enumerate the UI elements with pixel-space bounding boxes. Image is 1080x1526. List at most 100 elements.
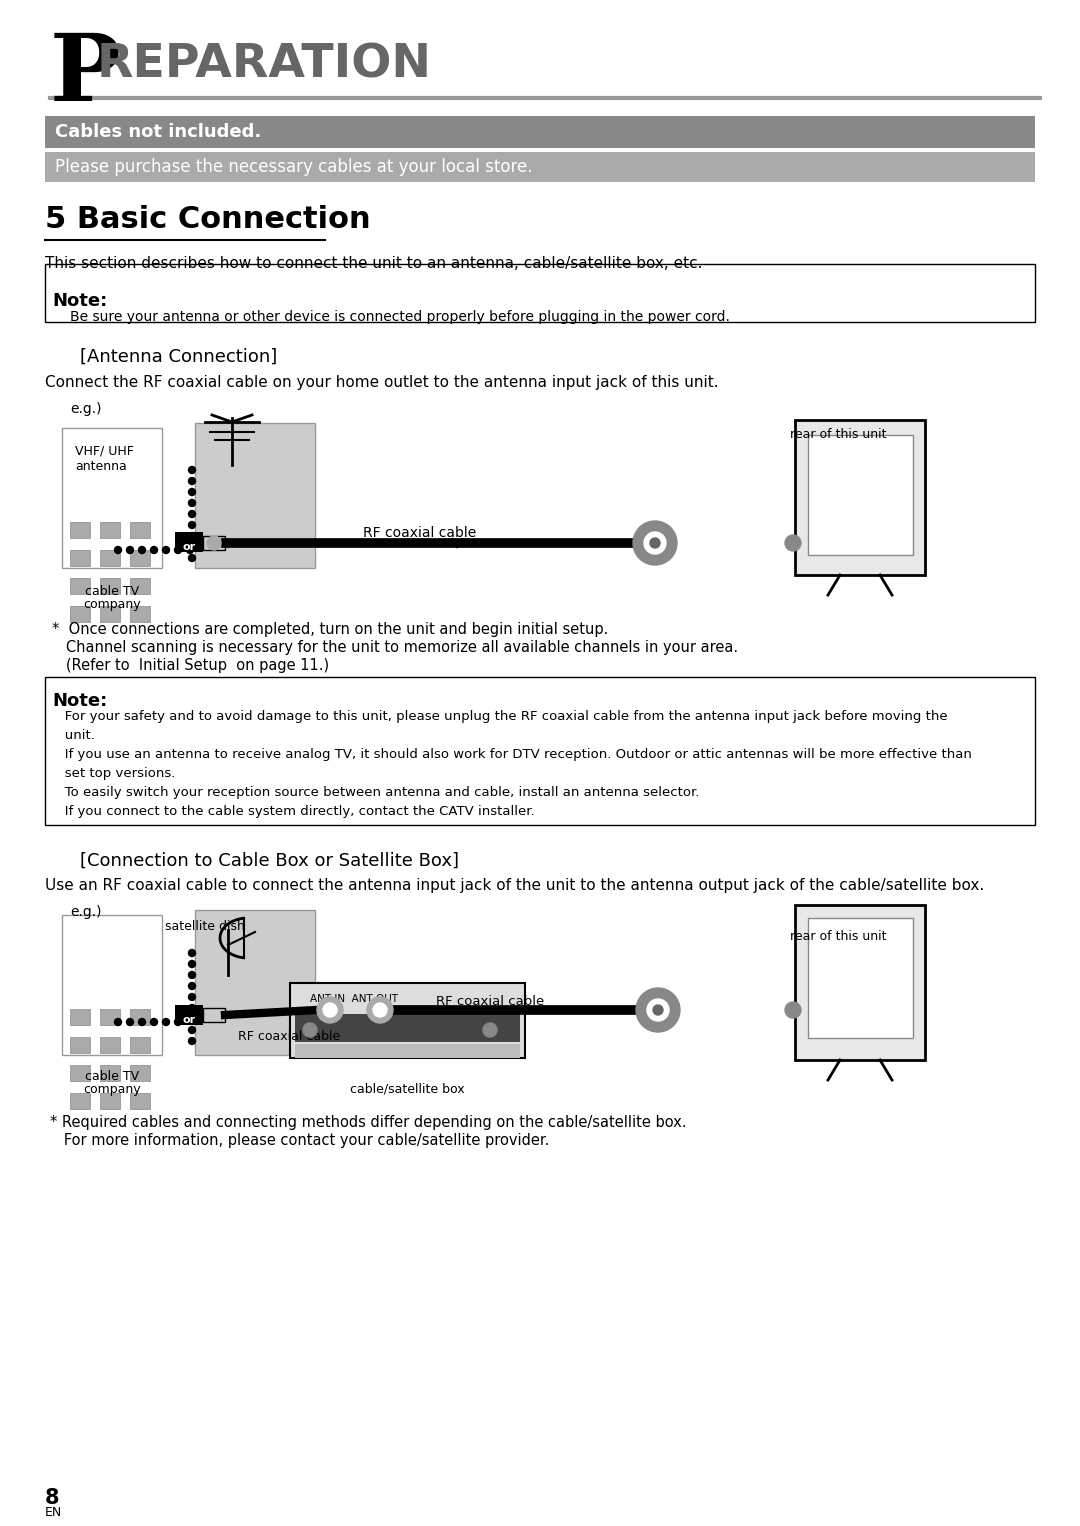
Text: Connect the RF coaxial cable on your home outlet to the antenna input jack of th: Connect the RF coaxial cable on your hom… (45, 375, 718, 391)
Circle shape (189, 972, 195, 978)
Circle shape (189, 1015, 195, 1022)
Circle shape (114, 546, 121, 554)
Circle shape (189, 1027, 195, 1033)
Bar (130, 549, 150, 566)
Text: [Connection to Cable Box or Satellite Box]: [Connection to Cable Box or Satellite Bo… (80, 852, 459, 870)
Bar (100, 522, 120, 539)
Bar (100, 578, 120, 594)
Bar (45, 153, 1035, 182)
Circle shape (650, 539, 660, 548)
Text: satellite dish: satellite dish (165, 920, 245, 932)
Text: cable/satellite box: cable/satellite box (350, 1082, 464, 1096)
Circle shape (189, 1038, 195, 1044)
Bar (70, 549, 90, 566)
Circle shape (207, 536, 221, 549)
Text: EN: EN (45, 1506, 63, 1518)
Bar (795, 905, 924, 1061)
Circle shape (189, 499, 195, 507)
Circle shape (189, 960, 195, 967)
Text: To easily switch your reception source between antenna and cable, install an ant: To easily switch your reception source b… (52, 786, 700, 800)
Circle shape (189, 488, 195, 496)
Bar (130, 606, 150, 623)
Circle shape (189, 949, 195, 957)
Bar (45, 116, 1035, 148)
Circle shape (189, 993, 195, 1001)
Text: Note:: Note: (52, 291, 107, 310)
Circle shape (126, 546, 134, 554)
Bar (70, 522, 90, 539)
Text: or: or (183, 1015, 195, 1025)
Text: set top versions.: set top versions. (52, 768, 175, 780)
Circle shape (636, 987, 680, 1032)
Text: RF coaxial cable: RF coaxial cable (363, 526, 476, 540)
Text: VHF/ UHF
antenna: VHF/ UHF antenna (75, 446, 134, 473)
Circle shape (189, 554, 195, 562)
Text: cable TV: cable TV (85, 584, 139, 598)
Bar (70, 578, 90, 594)
Bar (70, 1093, 90, 1109)
Circle shape (162, 1018, 170, 1025)
Circle shape (126, 1018, 134, 1025)
Text: P: P (50, 31, 121, 121)
Bar (203, 536, 225, 549)
Text: Please purchase the necessary cables at your local store.: Please purchase the necessary cables at … (55, 159, 532, 175)
Text: This section describes how to connect the unit to an antenna, cable/satellite bo: This section describes how to connect th… (45, 256, 702, 272)
Bar (175, 533, 203, 552)
Circle shape (323, 1003, 337, 1016)
Bar (100, 1093, 120, 1109)
Circle shape (653, 1006, 663, 1015)
Bar (100, 1038, 120, 1053)
Bar (175, 1006, 203, 1025)
Bar (100, 606, 120, 623)
Circle shape (114, 1018, 121, 1025)
Circle shape (189, 511, 195, 517)
Circle shape (303, 1022, 318, 1038)
Circle shape (175, 1018, 181, 1025)
Circle shape (175, 546, 181, 554)
Text: *  Once connections are completed, turn on the unit and begin initial setup.: * Once connections are completed, turn o… (52, 623, 608, 636)
Bar (70, 1038, 90, 1053)
Text: or: or (183, 542, 195, 552)
Circle shape (373, 1003, 387, 1016)
Text: company: company (83, 1083, 140, 1096)
Circle shape (189, 543, 195, 551)
Text: Channel scanning is necessary for the unit to memorize all available channels in: Channel scanning is necessary for the un… (52, 639, 738, 655)
Bar (295, 1013, 519, 1042)
Text: Cables not included.: Cables not included. (55, 124, 261, 140)
Text: (Refer to  Initial Setup  on page 11.): (Refer to Initial Setup on page 11.) (52, 658, 329, 673)
Bar (195, 423, 315, 568)
Bar (45, 264, 1035, 322)
Circle shape (150, 546, 158, 554)
Text: 5 Basic Connection: 5 Basic Connection (45, 204, 370, 233)
Text: If you connect to the cable system directly, contact the CATV installer.: If you connect to the cable system direc… (52, 806, 535, 818)
Circle shape (162, 546, 170, 554)
Text: ANT IN  ANT OUT: ANT IN ANT OUT (310, 993, 399, 1004)
Text: REPARATION: REPARATION (97, 43, 432, 87)
Circle shape (138, 546, 146, 554)
Circle shape (189, 467, 195, 473)
Circle shape (647, 1000, 669, 1021)
Circle shape (189, 478, 195, 484)
Bar (203, 1009, 225, 1022)
Bar (195, 909, 315, 1054)
Circle shape (150, 1018, 158, 1025)
Text: unit.: unit. (52, 729, 95, 742)
Circle shape (785, 536, 801, 551)
Bar (100, 1065, 120, 1080)
Bar (70, 1065, 90, 1080)
Bar (808, 919, 913, 1038)
Text: If you use an antenna to receive analog TV, it should also work for DTV receptio: If you use an antenna to receive analog … (52, 748, 972, 761)
Bar (100, 549, 120, 566)
Bar (795, 420, 924, 575)
Bar (62, 427, 162, 568)
Circle shape (138, 1018, 146, 1025)
Circle shape (189, 533, 195, 540)
Bar (130, 1093, 150, 1109)
Bar (808, 435, 913, 555)
Bar (130, 1065, 150, 1080)
Text: * Required cables and connecting methods differ depending on the cable/satellite: * Required cables and connecting methods… (50, 1116, 687, 1129)
Text: rear of this unit: rear of this unit (789, 427, 887, 441)
Text: cable TV: cable TV (85, 1070, 139, 1083)
Text: e.g.): e.g.) (70, 905, 102, 919)
Text: e.g.): e.g.) (70, 401, 102, 417)
